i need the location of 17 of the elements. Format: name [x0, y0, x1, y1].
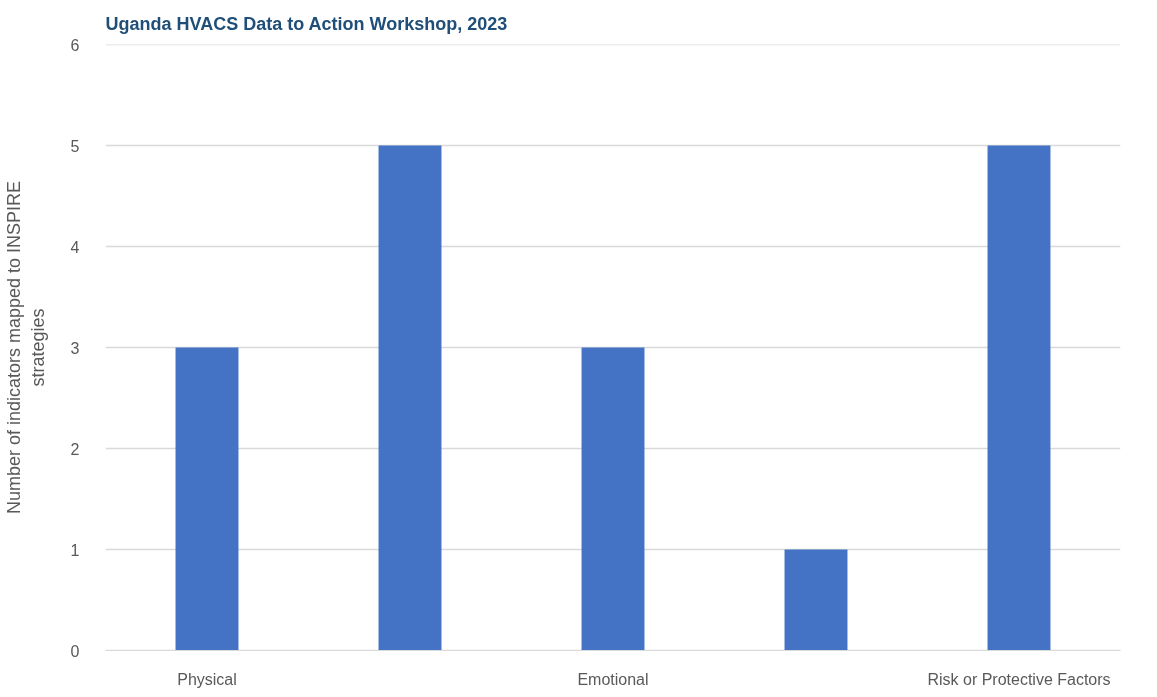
y-tick-label: 4	[70, 238, 80, 256]
y-tick-label: 2	[70, 440, 80, 458]
y-tick-label: 0	[70, 642, 80, 660]
bar	[378, 145, 442, 651]
y-axis-title: Number of indicators mapped to INSPIRE strategies	[3, 180, 48, 515]
chart-title: Uganda HVACS Data to Action Workshop, 2023	[105, 13, 508, 34]
x-tick-label: Physical	[177, 670, 237, 688]
bar	[987, 145, 1051, 651]
y-tick-label: 6	[70, 36, 80, 54]
x-tick-label: Risk or Protective Factors	[927, 670, 1111, 688]
x-tick-label: Emotional	[577, 670, 649, 688]
bar	[175, 347, 239, 651]
bar	[581, 347, 645, 651]
bar	[784, 549, 848, 651]
y-tick-label: 3	[70, 339, 80, 357]
y-tick-label: 5	[70, 137, 80, 155]
y-tick-label: 1	[70, 541, 80, 559]
